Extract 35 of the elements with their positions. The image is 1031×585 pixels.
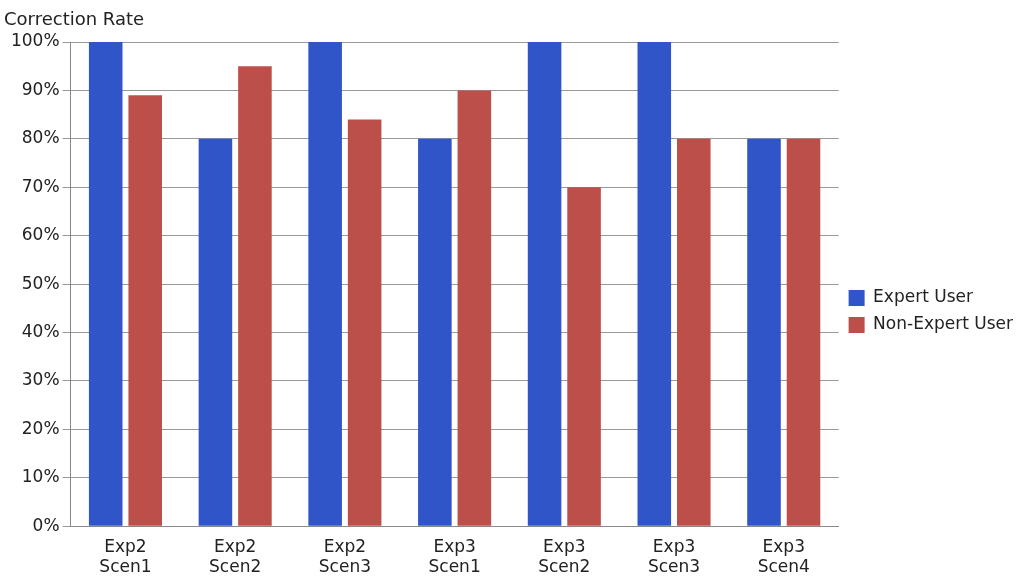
bar <box>457 90 492 526</box>
bar <box>88 42 123 526</box>
x-tick-label: Exp3 Scen2 <box>538 535 591 577</box>
y-tick-label: 60% <box>21 224 60 245</box>
y-tick-label: 100% <box>10 30 60 51</box>
x-tick-label: Exp3 Scen3 <box>647 535 701 577</box>
bar <box>677 138 711 526</box>
bar <box>786 138 821 526</box>
legend-label: Non-Expert User <box>873 313 1014 334</box>
y-tick-label: 90% <box>21 78 60 99</box>
y-tick-label: 20% <box>21 417 60 438</box>
bar <box>198 138 233 526</box>
bar <box>418 138 452 526</box>
y-tick-label: 80% <box>21 127 60 148</box>
y-tick-label: 30% <box>21 369 60 390</box>
x-tick-label: Exp2 Scen3 <box>318 535 371 577</box>
x-tick-label: Exp2 Scen2 <box>209 535 262 577</box>
x-tick-label: Exp3 Scen1 <box>428 535 481 577</box>
y-tick-label: 10% <box>21 466 60 487</box>
x-tick-label: Exp2 Scen1 <box>99 535 152 577</box>
y-axis-title: Correction Rate <box>4 8 145 29</box>
bar <box>527 42 562 526</box>
bar <box>637 42 672 526</box>
y-tick-label: 40% <box>21 320 60 341</box>
bar <box>567 187 601 526</box>
y-tick-label: 50% <box>21 272 60 293</box>
y-tick-label: 0% <box>32 514 60 535</box>
legend-label: Expert User <box>873 286 973 307</box>
bar <box>747 138 781 526</box>
y-tick-label: 70% <box>21 175 60 196</box>
bar <box>128 95 162 526</box>
x-tick-label: Exp3 Scen4 <box>757 535 810 577</box>
bar <box>238 66 272 526</box>
bar <box>308 42 342 526</box>
bar <box>347 119 382 526</box>
